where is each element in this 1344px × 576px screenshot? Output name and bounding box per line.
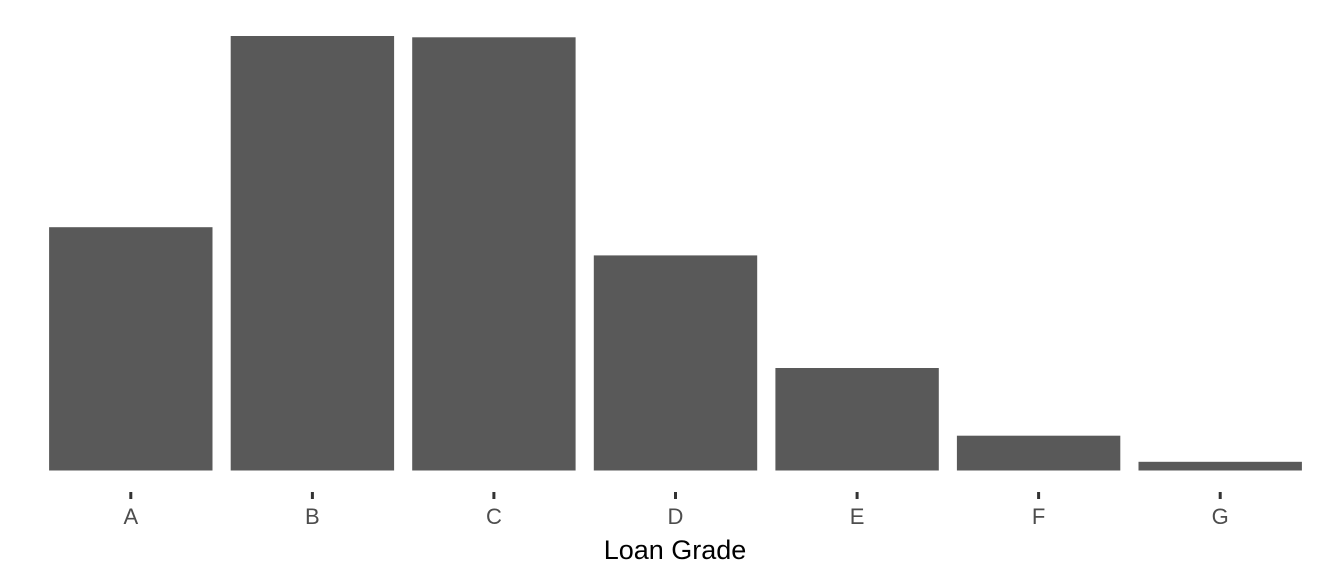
x-tick-label-g: G <box>1212 504 1229 529</box>
bar-g <box>1138 461 1302 471</box>
x-tick-label-e: E <box>850 504 865 529</box>
x-tick-label-b: B <box>305 504 320 529</box>
bar-b <box>230 36 395 471</box>
x-tick-label-a: A <box>123 504 138 529</box>
x-tick-label-f: F <box>1032 504 1045 529</box>
x-axis-title: Loan Grade <box>604 535 747 565</box>
x-tick-label-d: D <box>668 504 684 529</box>
bars-layer <box>49 36 1302 471</box>
bar-e <box>775 368 939 471</box>
bar-c <box>412 37 576 471</box>
bar-a <box>49 227 213 471</box>
bar-f <box>956 435 1121 471</box>
x-axis-ticks: A B C D E F G <box>123 492 1229 529</box>
x-tick-label-c: C <box>486 504 502 529</box>
bar-d <box>593 255 758 471</box>
